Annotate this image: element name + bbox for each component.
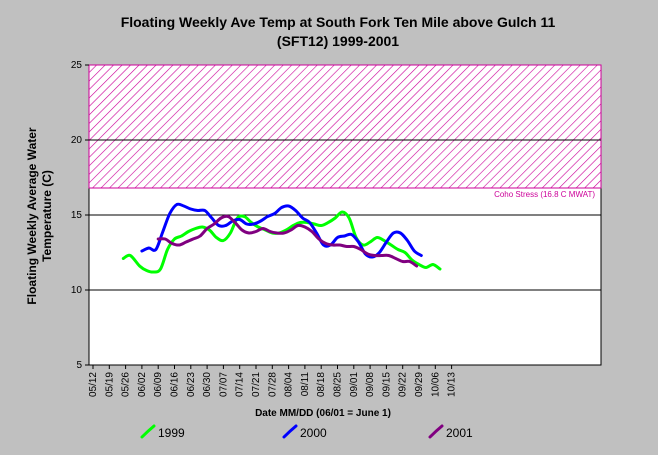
x-tick-label: 09/15 bbox=[381, 372, 392, 397]
x-tick-label: 08/18 bbox=[316, 372, 327, 397]
y-tick-label: 20 bbox=[71, 135, 83, 146]
legend-label-2001: 2001 bbox=[446, 426, 473, 440]
y-tick-label: 10 bbox=[71, 285, 83, 296]
x-tick-label: 06/09 bbox=[153, 372, 164, 397]
legend-label-2000: 2000 bbox=[300, 426, 327, 440]
x-tick-label: 09/29 bbox=[414, 372, 425, 397]
x-tick-label: 10/13 bbox=[447, 372, 458, 397]
x-tick-label: 08/04 bbox=[284, 372, 295, 397]
x-tick-label: 06/02 bbox=[137, 372, 148, 397]
coho-stress-label: Coho Stress (16.8 C MWAT) bbox=[494, 190, 595, 199]
x-tick-label: 07/07 bbox=[218, 372, 229, 397]
x-tick-label: 05/26 bbox=[121, 372, 132, 397]
x-tick-label: 09/01 bbox=[349, 372, 360, 397]
x-tick-label: 07/28 bbox=[267, 372, 278, 397]
x-tick-label: 10/06 bbox=[430, 372, 441, 397]
legend: 1999 2000 2001 bbox=[140, 424, 473, 440]
series-line-2001 bbox=[156, 214, 419, 268]
y-tick-label: 25 bbox=[71, 60, 83, 71]
x-tick-label: 06/16 bbox=[170, 372, 181, 397]
x-tick-label: 09/22 bbox=[398, 372, 409, 397]
y-tick-label: 5 bbox=[76, 360, 82, 371]
x-tick-label: 07/21 bbox=[251, 372, 262, 397]
x-tick-label: 06/23 bbox=[186, 372, 197, 397]
x-tick-label: 05/12 bbox=[88, 372, 99, 397]
legend-swatch-1999 bbox=[140, 424, 156, 439]
legend-swatch-2000 bbox=[282, 424, 298, 439]
x-tick-label: 05/19 bbox=[104, 372, 115, 397]
y-tick-label: 15 bbox=[71, 210, 83, 221]
x-tick-label: 07/14 bbox=[235, 372, 246, 397]
coho-stress-band bbox=[88, 64, 602, 189]
x-tick-label: 08/11 bbox=[300, 372, 311, 397]
legend-swatch-2001 bbox=[428, 424, 444, 439]
x-tick-label: 09/08 bbox=[365, 372, 376, 397]
x-tick-label: 06/30 bbox=[202, 372, 213, 397]
x-axis-label: Date MM/DD (06/01 = June 1) bbox=[255, 408, 391, 419]
chart-subtitle: (SFT12) 1999-2001 bbox=[277, 33, 399, 49]
chart-title: Floating Weekly Ave Temp at South Fork T… bbox=[121, 14, 556, 30]
y-axis-label-line1: Floating Weekly Average Water bbox=[25, 127, 39, 304]
x-tick-label: 08/25 bbox=[333, 372, 344, 397]
y-axis-label-line2: Temperature (C) bbox=[40, 170, 54, 262]
legend-label-1999: 1999 bbox=[158, 426, 185, 440]
